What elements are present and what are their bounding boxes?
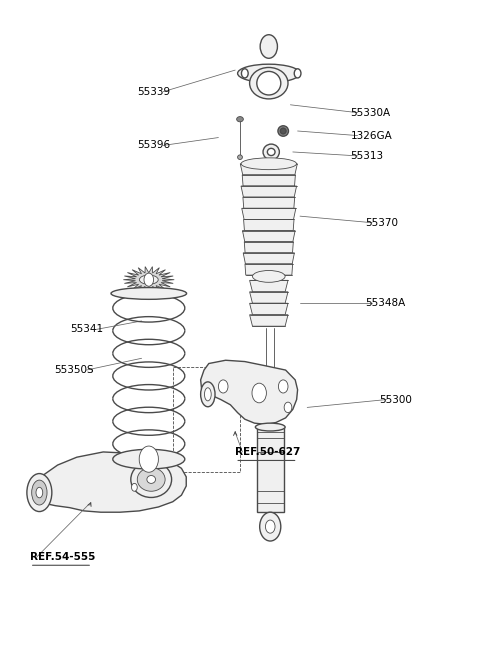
Text: 55396: 55396 — [137, 140, 170, 151]
Ellipse shape — [280, 128, 286, 134]
Circle shape — [260, 512, 281, 541]
Text: 55300: 55300 — [379, 394, 412, 405]
Polygon shape — [257, 427, 284, 512]
Circle shape — [252, 383, 266, 403]
Text: 55339: 55339 — [137, 86, 170, 97]
Ellipse shape — [36, 487, 43, 498]
Ellipse shape — [237, 117, 243, 122]
Polygon shape — [123, 267, 174, 293]
Ellipse shape — [238, 155, 242, 160]
Circle shape — [265, 520, 275, 533]
Circle shape — [241, 69, 248, 78]
Polygon shape — [243, 197, 295, 208]
Ellipse shape — [204, 388, 211, 401]
Polygon shape — [250, 292, 288, 303]
Polygon shape — [250, 315, 288, 326]
Ellipse shape — [278, 126, 288, 136]
Ellipse shape — [27, 474, 52, 512]
Polygon shape — [244, 242, 293, 253]
Ellipse shape — [263, 144, 279, 160]
Circle shape — [144, 273, 154, 286]
Text: REF.54-555: REF.54-555 — [30, 552, 95, 562]
Polygon shape — [250, 303, 288, 315]
Polygon shape — [245, 264, 293, 275]
Ellipse shape — [257, 71, 281, 95]
Circle shape — [260, 35, 277, 58]
Text: 55330A: 55330A — [350, 107, 391, 118]
Polygon shape — [242, 175, 295, 186]
Polygon shape — [243, 219, 294, 231]
Ellipse shape — [131, 461, 172, 498]
Circle shape — [139, 446, 158, 472]
Ellipse shape — [147, 476, 156, 483]
Polygon shape — [242, 208, 296, 219]
Circle shape — [294, 69, 301, 78]
Circle shape — [284, 402, 292, 413]
Polygon shape — [201, 360, 298, 424]
Ellipse shape — [255, 423, 285, 431]
Text: 1326GA: 1326GA — [350, 130, 392, 141]
Ellipse shape — [238, 64, 300, 83]
Ellipse shape — [111, 288, 187, 299]
Ellipse shape — [250, 67, 288, 99]
Circle shape — [218, 380, 228, 393]
Text: 55350S: 55350S — [54, 365, 94, 375]
Ellipse shape — [241, 158, 297, 170]
Text: 55348A: 55348A — [365, 297, 405, 308]
Ellipse shape — [32, 480, 47, 505]
Circle shape — [132, 483, 137, 491]
Text: REF.50-627: REF.50-627 — [235, 447, 300, 457]
Ellipse shape — [252, 271, 285, 282]
Polygon shape — [34, 452, 186, 512]
Circle shape — [278, 380, 288, 393]
Ellipse shape — [267, 148, 275, 156]
Ellipse shape — [201, 382, 215, 407]
Polygon shape — [241, 186, 297, 197]
Polygon shape — [250, 280, 288, 292]
Polygon shape — [240, 164, 297, 175]
Polygon shape — [243, 253, 294, 264]
Ellipse shape — [139, 275, 158, 284]
Text: 55341: 55341 — [70, 324, 103, 335]
Polygon shape — [242, 231, 295, 242]
Text: 55313: 55313 — [350, 151, 384, 161]
Text: 55370: 55370 — [365, 217, 398, 228]
Ellipse shape — [113, 449, 185, 469]
Ellipse shape — [137, 468, 165, 491]
